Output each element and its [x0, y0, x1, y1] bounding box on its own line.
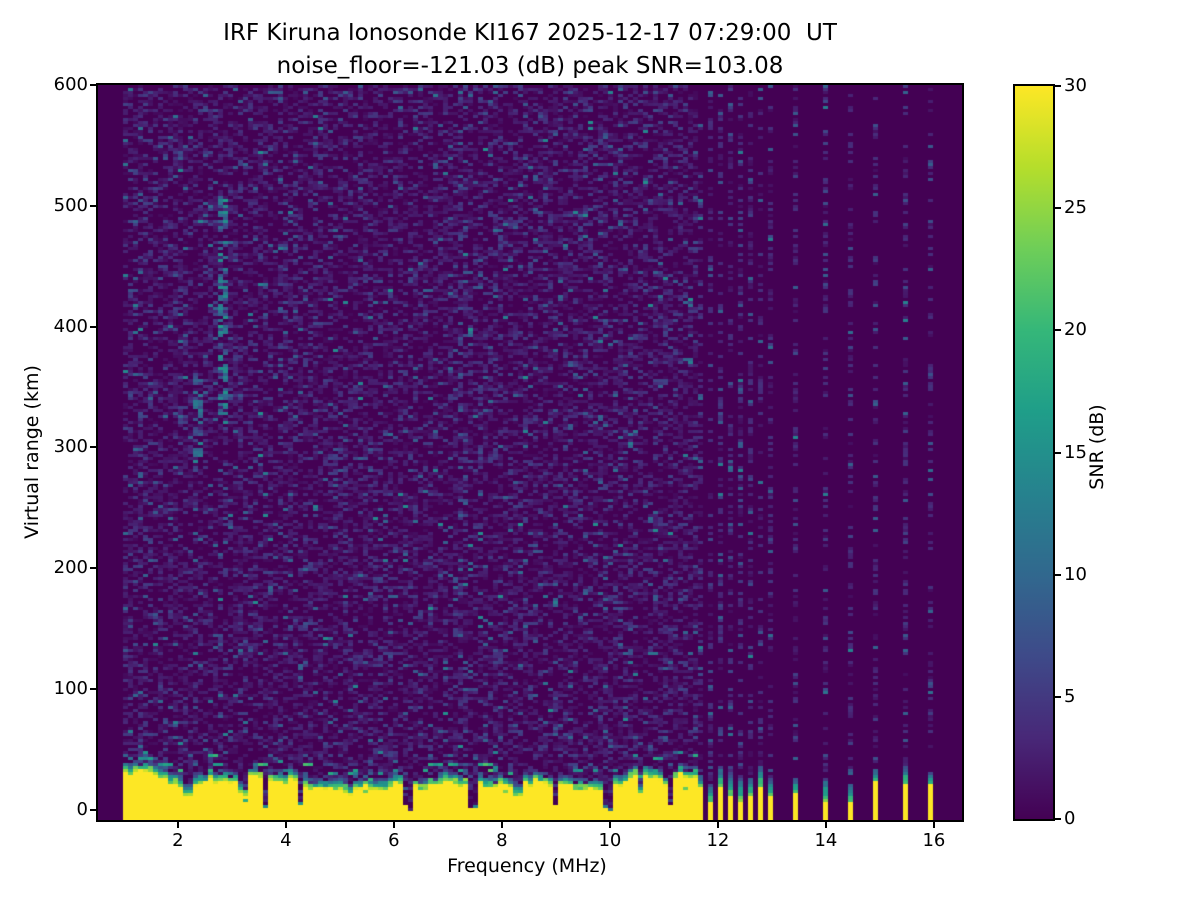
- x-tick-label: 14: [814, 830, 838, 851]
- y-tick: [90, 567, 96, 570]
- x-tick: [932, 822, 935, 828]
- colorbar-tick-label: 25: [1064, 197, 1087, 219]
- x-tick-label: 4: [280, 830, 292, 851]
- y-tick: [90, 84, 96, 86]
- colorbar-tick-label: 5: [1064, 685, 1076, 707]
- colorbar-tick: [1055, 818, 1061, 820]
- colorbar: [1013, 84, 1055, 821]
- x-tick-label: 12: [706, 830, 730, 851]
- colorbar-tick-label: 10: [1064, 563, 1087, 585]
- colorbar-gradient: [1015, 86, 1053, 819]
- ionogram-heatmap: [98, 85, 962, 820]
- plot-title-line2: noise_floor=-121.03 (dB) peak SNR=103.08: [276, 53, 784, 79]
- y-tick-label: 100: [53, 678, 88, 700]
- colorbar-tick-label: 20: [1064, 319, 1087, 341]
- colorbar-tick: [1055, 85, 1061, 87]
- y-tick-label: 600: [53, 74, 88, 95]
- y-tick-label: 500: [53, 194, 88, 216]
- y-tick-label: 200: [53, 557, 88, 579]
- x-axis-label: Frequency (MHz): [447, 855, 607, 877]
- colorbar-tick: [1055, 451, 1061, 454]
- x-tick: [716, 822, 719, 828]
- y-tick: [90, 325, 96, 328]
- colorbar-tick: [1055, 329, 1061, 332]
- plot-title-line1: IRF Kiruna Ionosonde KI167 2025-12-17 07…: [223, 20, 837, 46]
- x-tick-label: 2: [172, 830, 184, 851]
- x-tick-label: 8: [496, 830, 508, 851]
- colorbar-label: SNR (dB): [1086, 404, 1108, 490]
- colorbar-tick: [1055, 207, 1061, 210]
- colorbar-tick-label: 15: [1064, 441, 1087, 463]
- x-tick-label: 16: [922, 830, 946, 851]
- y-tick-label: 300: [53, 436, 88, 458]
- colorbar-tick: [1055, 573, 1061, 576]
- colorbar-tick: [1055, 695, 1061, 698]
- y-tick-label: 0: [76, 798, 88, 820]
- x-tick: [608, 822, 611, 828]
- x-tick: [284, 822, 287, 828]
- y-tick: [90, 688, 96, 691]
- y-tick-label: 400: [53, 315, 88, 337]
- x-tick: [824, 822, 827, 828]
- y-tick: [90, 204, 96, 207]
- y-tick: [90, 808, 96, 811]
- colorbar-tick-label: 0: [1064, 808, 1076, 829]
- colorbar-tick-label: 30: [1064, 75, 1087, 96]
- x-tick: [176, 822, 179, 828]
- plot-frame: [96, 83, 964, 822]
- x-tick: [500, 822, 503, 828]
- x-tick-label: 6: [388, 830, 400, 851]
- y-tick: [90, 446, 96, 449]
- x-tick-label: 10: [598, 830, 622, 851]
- y-axis-label: Virtual range (km): [21, 365, 43, 539]
- x-tick: [392, 822, 395, 828]
